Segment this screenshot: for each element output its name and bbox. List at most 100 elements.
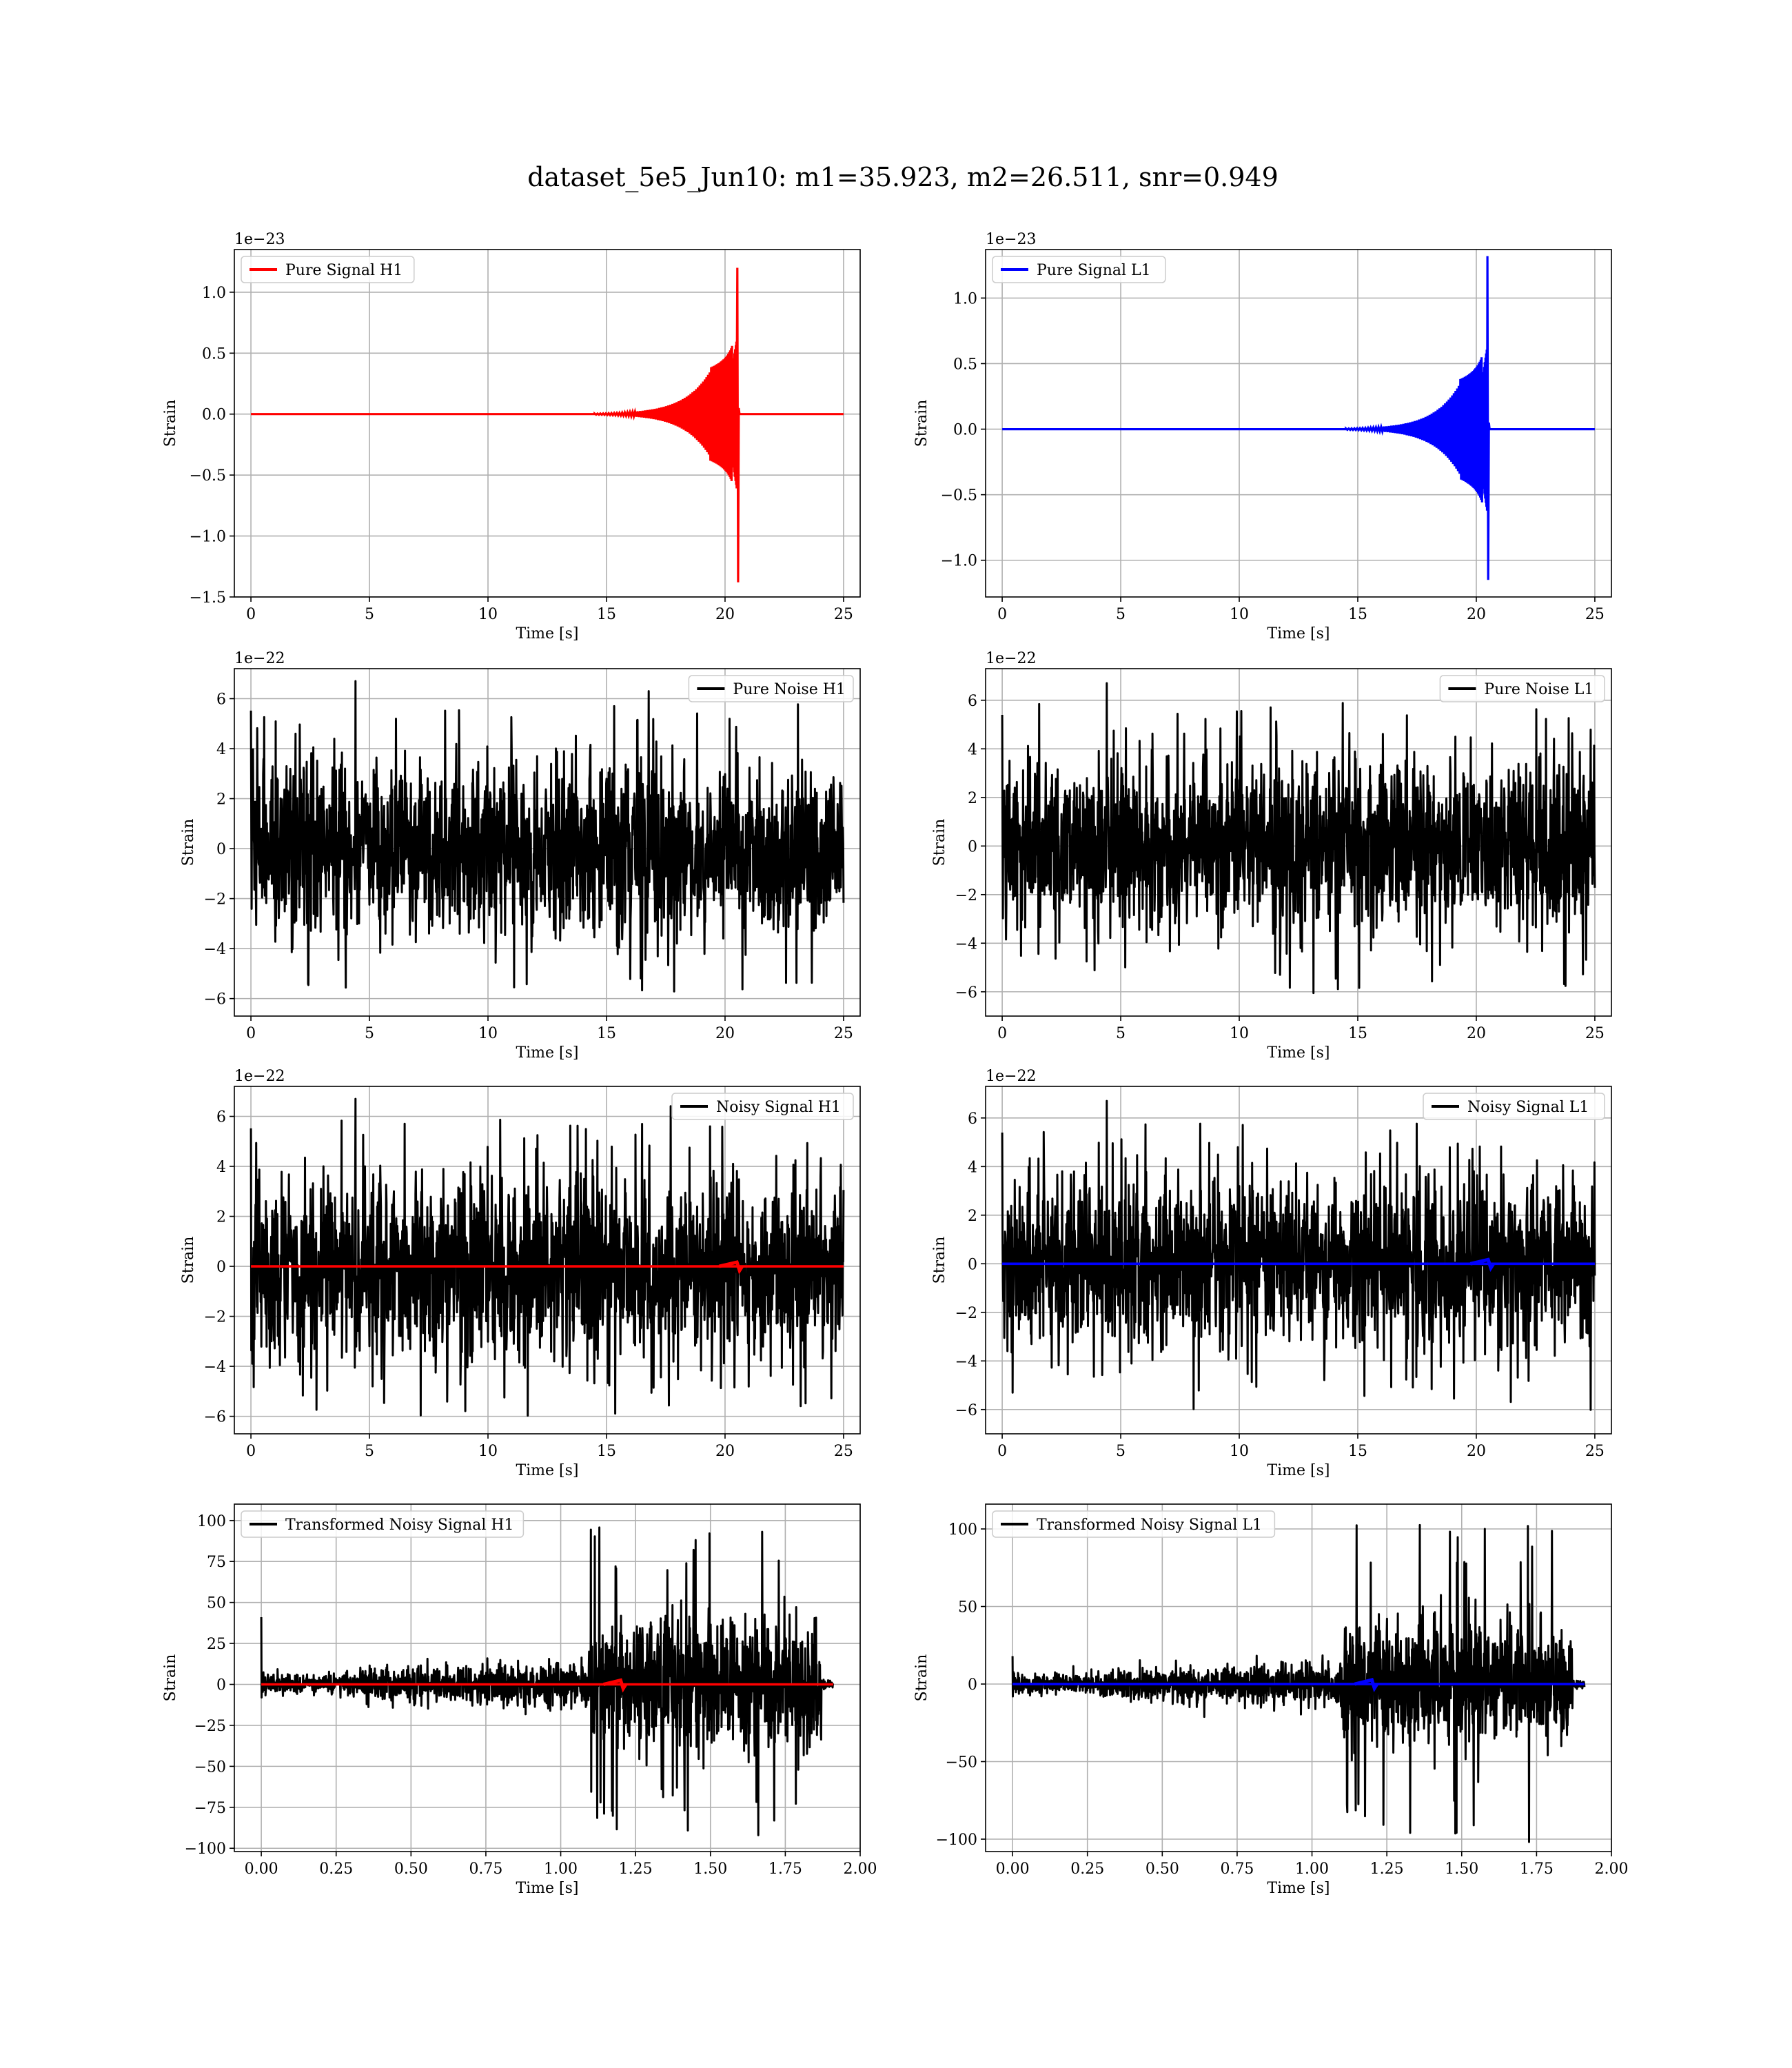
x-tick-label: 10 [478,606,498,623]
y-tick-label: 50 [958,1599,977,1616]
x-tick-label: 25 [1585,1443,1605,1460]
series-line-signal [251,267,844,582]
subplot-pure-noise-l1: 0 5 10 15 20 25 −6 −4 −2 0 2 4 6 Time [s] Strain 1e−22 P… [931,650,1612,1062]
tick-group: 0 5 10 15 20 25 −6 −4 −2 0 2 4 6 [955,1111,1605,1460]
legend-label: Transformed Noisy Signal L1 [1037,1517,1262,1534]
x-tick-label: 1.75 [1520,1861,1554,1878]
y-axis-label: Strain [913,400,930,447]
x-tick-label: 15 [597,606,616,623]
x-tick-label: 5 [1116,1443,1126,1460]
axes-frame [234,668,861,1017]
subplot-noisy-signal-l1: 0 5 10 15 20 25 −6 −4 −2 0 2 4 6 Time [s] Strain 1e−22 N… [931,1068,1612,1479]
y-tick-label: 0 [216,1259,226,1276]
axes-frame [234,1086,861,1435]
x-tick-label: 20 [715,1443,735,1460]
legend: Pure Signal L1 [992,256,1166,283]
x-tick-label: 20 [715,1025,735,1042]
y-tick-label: −2 [955,887,977,904]
y-tick-label: −0.5 [190,467,226,485]
x-tick-label: 1.50 [1445,1861,1478,1878]
subplot-noisy-signal-h1: 0 5 10 15 20 25 −6 −4 −2 0 2 4 6 Time [s] Strain 1e−22 N… [180,1068,861,1479]
axis-offset-label: 1e−22 [986,650,1036,667]
x-tick-label: 0 [997,1443,1007,1460]
x-axis-label: Time [s] [1267,1880,1330,1897]
series-group [260,1526,835,1836]
legend-box [1423,1093,1605,1120]
y-tick-label: 0 [968,1676,977,1694]
axes-frame [234,249,861,598]
y-tick-label: 75 [207,1554,226,1571]
x-tick-label: 2.00 [1595,1861,1629,1878]
legend: Pure Signal H1 [241,256,415,283]
series-merger-mark [1469,1257,1495,1273]
y-tick-label: −4 [204,1359,226,1376]
y-tick-label: 4 [968,741,977,758]
legend-label: Pure Noise L1 [1484,681,1594,698]
legend: Noisy Signal H1 [671,1093,854,1120]
y-tick-label: 4 [216,741,226,758]
y-tick-label: 4 [968,1159,977,1176]
y-tick-label: −4 [955,935,977,953]
x-tick-label: 15 [1348,606,1367,623]
y-tick-label: −1.0 [941,553,977,570]
legend-label: Pure Signal L1 [1037,262,1151,279]
tick-group: 0 5 10 15 20 25 −6 −4 −2 0 2 4 6 [204,691,853,1042]
tick-group: 0 5 10 15 20 25 −1.0 −0.5 0.0 0.5 1.0 [941,290,1605,623]
legend-label: Pure Signal H1 [285,262,403,279]
y-tick-label: −1.5 [190,589,226,607]
legend: Transformed Noisy Signal L1 [992,1510,1276,1538]
axis-offset-label: 1e−22 [234,650,285,667]
x-tick-label: 0 [246,1443,256,1460]
y-tick-label: −100 [936,1832,977,1849]
axes-frame [985,249,1612,598]
y-tick-label: −2 [204,1309,226,1326]
y-tick-label: 100 [948,1521,977,1539]
legend-box [688,675,854,702]
y-tick-label: −6 [204,991,226,1008]
x-tick-label: 20 [1467,1025,1486,1042]
x-tick-label: 0.50 [394,1861,428,1878]
subplot-pure-signal-l1: 0 5 10 15 20 25 −1.0 −0.5 0.0 0.5 1.0 Time [s] Strai… [913,231,1612,642]
legend-label: Noisy Signal L1 [1467,1099,1589,1116]
series-line-noise [250,680,845,993]
legend-label: Pure Noise H1 [733,681,846,698]
x-tick-label: 1.00 [1295,1861,1329,1878]
x-tick-label: 0.25 [319,1861,353,1878]
series-line-signal [1002,256,1595,580]
series-group [1002,256,1595,580]
legend-label: Noisy Signal H1 [716,1099,841,1116]
x-axis-label: Time [s] [1267,625,1330,642]
series-group [1011,1523,1586,1843]
y-tick-label: 0 [968,838,977,855]
legend-box [241,256,415,283]
legend: Transformed Noisy Signal H1 [241,1510,525,1538]
legend-box [1439,675,1605,702]
x-tick-label: 5 [365,606,374,623]
x-axis-label: Time [s] [516,1044,578,1062]
axes-frame [985,1503,1612,1852]
x-tick-label: 1.25 [1370,1861,1404,1878]
x-tick-label: 2.00 [844,1861,877,1878]
x-tick-label: 5 [365,1025,374,1042]
tick-group: 0.00 0.25 0.50 0.75 1.00 1.25 1.50 1.75 2.00 −100… [936,1521,1629,1878]
y-tick-label: 0 [216,841,226,858]
x-tick-label: 15 [1348,1443,1367,1460]
x-tick-label: 0 [997,606,1007,623]
y-tick-label: 1.0 [202,285,226,302]
series-line-noise [1001,682,1596,995]
tick-group: 0.00 0.25 0.50 0.75 1.00 1.25 1.50 1.75 2.00 −100… [185,1513,877,1878]
tick-group: 0 5 10 15 20 25 −6 −4 −2 0 2 4 6 [204,1109,853,1460]
series-group [1001,682,1596,995]
y-axis-label: Strain [931,819,948,866]
legend-box [241,1510,525,1538]
x-tick-label: 10 [478,1443,498,1460]
tick-group: 0 5 10 15 20 25 −1.5 −1.0 −0.5 0.0 0.5 1.0 [190,285,853,623]
y-tick-label: −2 [955,1305,977,1322]
y-tick-label: 6 [216,1109,226,1126]
x-tick-label: 1.75 [768,1861,802,1878]
x-axis-label: Time [s] [1267,1462,1330,1479]
x-tick-label: 5 [1116,1025,1126,1042]
